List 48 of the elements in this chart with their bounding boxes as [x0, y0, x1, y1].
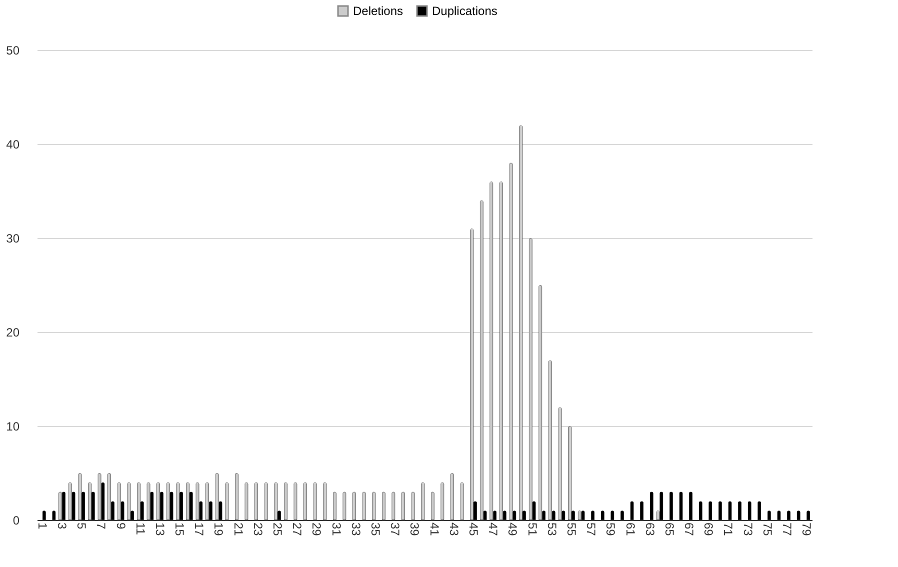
- x-tick-label: 23: [250, 522, 265, 536]
- x-tick-label: 47: [486, 522, 500, 536]
- x-tick-label: 57: [584, 522, 598, 536]
- y-tick-label: 40: [6, 138, 20, 152]
- x-tick-label: 25: [270, 522, 285, 536]
- x-tick-label: 27: [290, 522, 304, 536]
- x-tick-label: 9: [114, 522, 128, 530]
- x-tick-label: 13: [152, 522, 167, 536]
- legend-label: Deletions: [353, 4, 404, 18]
- x-tick-label: 11: [133, 522, 148, 536]
- x-tick-label: 77: [780, 522, 794, 536]
- x-tick-label: 19: [212, 522, 226, 536]
- x-tick-label: 29: [310, 522, 324, 536]
- x-tick-label: 45: [466, 522, 480, 536]
- y-tick-label: 10: [6, 420, 20, 434]
- x-tick-label: 65: [662, 522, 676, 536]
- x-tick-label: 55: [564, 522, 578, 536]
- x-tick-label: 17: [192, 522, 206, 536]
- x-tick-label: 79: [800, 522, 814, 536]
- x-tick-label: 39: [408, 522, 422, 536]
- x-tick-label: 3: [54, 522, 69, 530]
- x-tick-label: 63: [642, 522, 657, 536]
- x-tick-label: 7: [94, 522, 108, 530]
- x-tick-label: 67: [682, 522, 696, 536]
- legend-label: Duplications: [432, 4, 498, 18]
- y-tick-label: 20: [6, 326, 20, 340]
- x-tick-label: 37: [388, 522, 402, 536]
- x-tick-label: 61: [623, 522, 638, 536]
- x-tick-label: 31: [329, 522, 344, 536]
- x-tick-label: 5: [74, 522, 89, 530]
- x-tick-label: 71: [721, 522, 736, 536]
- x-tick-label: 15: [172, 522, 187, 536]
- x-tick-label: 53: [544, 522, 559, 536]
- x-tick-label: 1: [35, 522, 50, 530]
- x-tick-label: 41: [427, 522, 442, 536]
- y-tick-label: 0: [12, 514, 20, 528]
- x-tick-label: 35: [368, 522, 383, 536]
- x-tick-label: 59: [604, 522, 618, 536]
- x-tick-label: 73: [740, 522, 755, 536]
- x-tick-label: 51: [525, 522, 540, 536]
- y-tick-label: 50: [6, 44, 20, 58]
- x-tick-label: 69: [702, 522, 716, 536]
- x-tick-label: 75: [760, 522, 774, 536]
- x-tick-label: 33: [348, 522, 363, 536]
- x-tick-label: 43: [446, 522, 461, 536]
- x-tick-label: 21: [231, 522, 246, 536]
- x-tick-label: 49: [506, 522, 520, 536]
- y-tick-label: 30: [6, 232, 20, 246]
